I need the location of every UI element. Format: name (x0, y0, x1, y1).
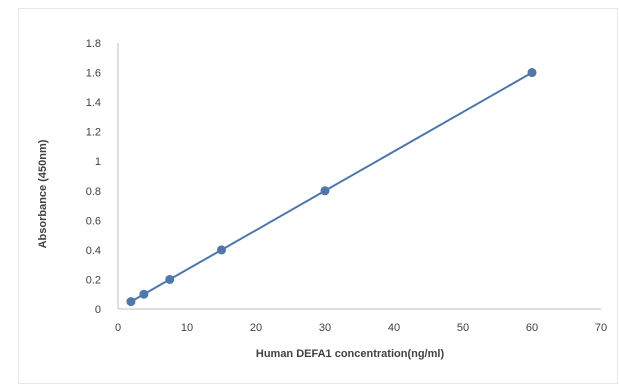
series-group (126, 68, 537, 307)
x-tick-label: 70 (595, 322, 607, 334)
y-tick-label: 1 (95, 156, 101, 168)
data-point (126, 297, 136, 307)
x-tick-label: 10 (181, 322, 193, 334)
x-axis-title: Human DEFA1 concentration(ng/ml) (256, 348, 445, 360)
y-tick-label: 0.8 (86, 186, 101, 198)
x-tick-label: 0 (115, 322, 121, 334)
y-tick-label: 1.2 (86, 127, 101, 139)
y-tick-label: 0.2 (86, 274, 101, 286)
y-tick-label: 1.4 (86, 97, 101, 109)
y-tick-label: 1.6 (86, 68, 101, 80)
x-tick-label: 30 (319, 322, 331, 334)
data-point (165, 274, 175, 284)
series-line (130, 71, 533, 303)
x-tick-label: 50 (457, 322, 469, 334)
x-tick-label: 60 (526, 322, 538, 334)
y-tick-label: 0 (95, 304, 101, 316)
x-tick-label: 20 (250, 322, 262, 334)
y-tick-label: 0.4 (86, 245, 101, 257)
data-point (320, 186, 330, 196)
data-point (527, 68, 537, 78)
y-axis-title: Absorbance (450nm) (37, 139, 49, 248)
data-point (139, 289, 149, 299)
y-tick-label: 1.8 (86, 38, 101, 50)
data-point (217, 245, 226, 255)
y-tick-label: 0.6 (86, 215, 101, 227)
x-tick-labels: 0 10 20 30 40 50 60 70 (115, 322, 607, 334)
x-tick-label: 40 (388, 322, 400, 334)
y-tick-labels: 0 0.2 0.4 0.6 0.8 1 1.2 1.4 1.6 1.8 (86, 38, 101, 316)
